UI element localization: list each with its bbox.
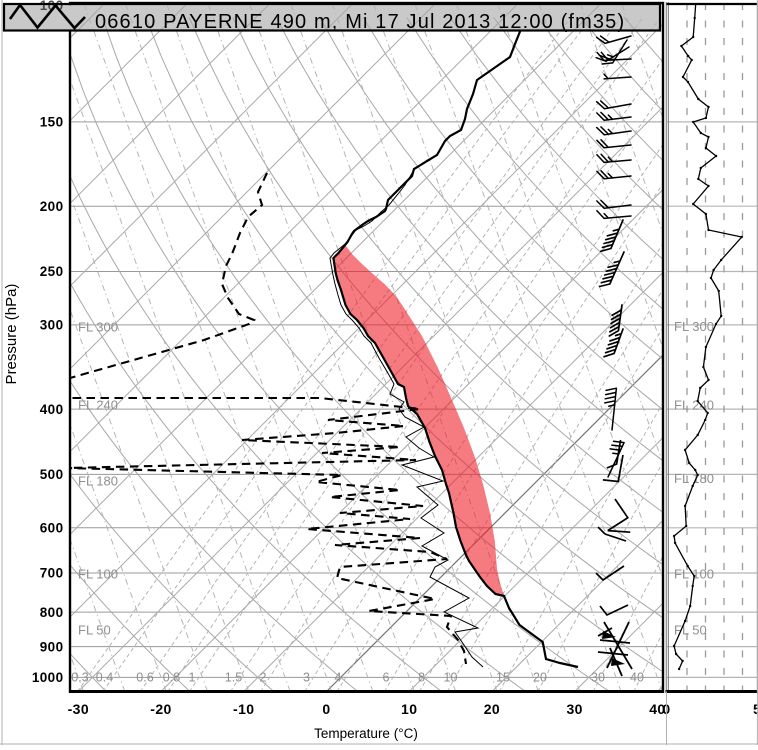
svg-text:1: 1 [189,671,196,685]
svg-text:800: 800 [40,605,64,620]
svg-text:20: 20 [533,671,547,685]
svg-text:500: 500 [40,467,64,482]
svg-text:1.5: 1.5 [225,671,242,685]
svg-text:400: 400 [40,402,64,417]
svg-text:900: 900 [40,639,64,654]
svg-text:0.3: 0.3 [71,671,88,685]
svg-text:15: 15 [496,671,510,685]
svg-text:Pressure (hPa): Pressure (hPa) [3,284,20,385]
svg-text:Temperature (°C): Temperature (°C) [314,726,418,741]
svg-text:150: 150 [40,115,64,130]
svg-text:200: 200 [40,199,64,214]
svg-text:30: 30 [566,701,582,717]
svg-text:700: 700 [40,566,64,581]
svg-text:6: 6 [383,671,390,685]
svg-text:40: 40 [630,671,644,685]
svg-text:0.4: 0.4 [96,671,113,685]
svg-text:FL 300: FL 300 [674,319,714,334]
svg-text:10: 10 [401,701,417,717]
svg-text:8: 8 [418,671,425,685]
svg-text:20: 20 [484,701,500,717]
svg-text:-20: -20 [150,701,171,717]
svg-text:1000: 1000 [32,670,64,685]
svg-text:FL 240: FL 240 [78,398,118,413]
svg-text:FL 50: FL 50 [78,623,111,638]
svg-text:250: 250 [40,264,64,279]
svg-text:FL 300: FL 300 [78,320,118,335]
svg-text:600: 600 [40,521,64,536]
svg-text:FL 100: FL 100 [78,567,118,582]
svg-text:2: 2 [260,671,267,685]
svg-text:30: 30 [591,671,605,685]
svg-text:3: 3 [303,671,310,685]
svg-text:10: 10 [444,671,458,685]
svg-text:06610 PAYERNE 490 m, Mi 17 Jul: 06610 PAYERNE 490 m, Mi 17 Jul 2013 12:0… [95,11,625,33]
svg-text:4: 4 [335,671,342,685]
svg-text:-30: -30 [68,701,89,717]
svg-text:FL 180: FL 180 [78,474,118,489]
svg-text:0.8: 0.8 [163,671,180,685]
svg-text:FL 240: FL 240 [674,398,714,413]
svg-text:300: 300 [40,318,64,333]
svg-text:0: 0 [322,701,330,717]
svg-text:0.6: 0.6 [136,671,153,685]
svg-text:-10: -10 [233,701,254,717]
